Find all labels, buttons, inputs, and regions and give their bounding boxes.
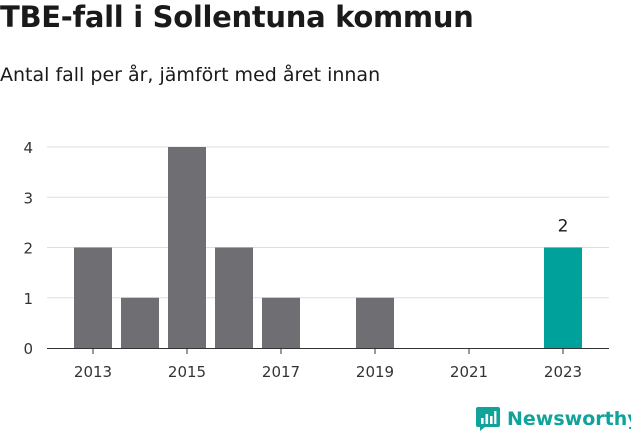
bar-2023 — [544, 247, 582, 348]
y-tick-label: 3 — [23, 189, 33, 207]
bar-2019 — [356, 297, 394, 348]
data-labels: 2 — [558, 217, 569, 237]
bars — [74, 147, 582, 348]
newsworthy-logo-icon — [476, 407, 500, 431]
chart-subtitle: Antal fall per år, jämfört med året inna… — [0, 64, 381, 86]
bar-2015 — [168, 147, 206, 348]
y-axis: 0 1 2 3 4 — [23, 139, 33, 358]
x-tick-label: 2013 — [74, 363, 112, 381]
y-tick-label: 1 — [23, 290, 33, 308]
bar-2016 — [215, 247, 253, 348]
brand-name: Newsworthy — [507, 408, 631, 430]
x-tick-label: 2017 — [262, 363, 300, 381]
chart-title: TBE-fall i Sollentuna kommun — [0, 0, 474, 34]
x-tick-label: 2023 — [544, 363, 582, 381]
y-tick-label: 0 — [23, 340, 33, 358]
y-tick-label: 2 — [23, 240, 33, 258]
bar-2014 — [121, 297, 159, 348]
x-axis: 2013 2015 2017 2019 2021 2023 — [47, 348, 609, 381]
x-tick-label: 2019 — [356, 363, 394, 381]
x-tick-label: 2021 — [450, 363, 488, 381]
gridlines — [47, 146, 609, 299]
newsworthy-logo: Newsworthy — [475, 406, 631, 432]
bar-2013 — [74, 247, 112, 348]
y-tick-label: 4 — [23, 139, 33, 157]
x-tick-label: 2015 — [168, 363, 206, 381]
data-label-2023: 2 — [558, 217, 569, 237]
bar-2017 — [262, 297, 300, 348]
